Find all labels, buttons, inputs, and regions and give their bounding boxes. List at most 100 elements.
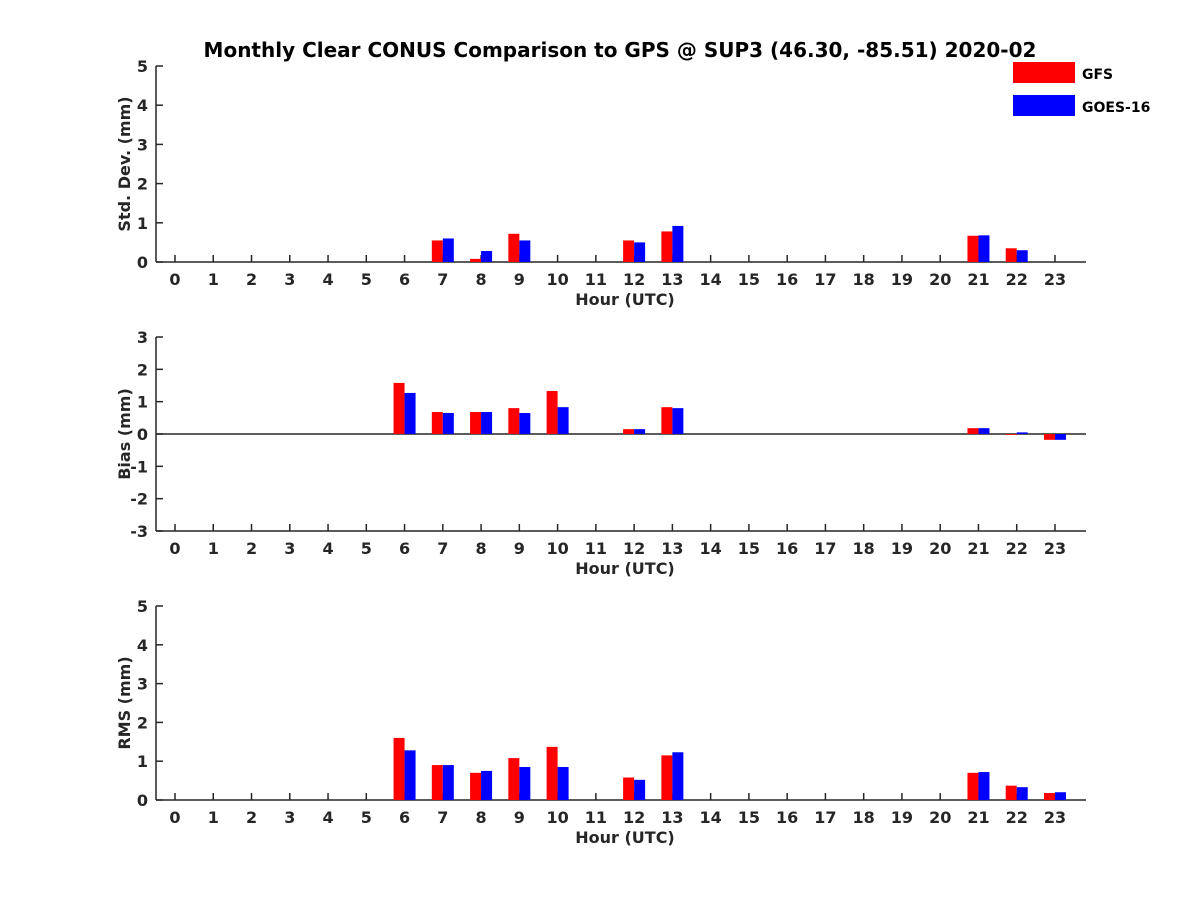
bar-goes16-hour-21	[978, 428, 990, 434]
x-axis-label: Hour (UTC)	[575, 559, 675, 578]
x-tick-label: 1	[208, 539, 219, 558]
bar-goes16-hour-8	[481, 770, 493, 800]
bar-goes16-hour-23	[1054, 792, 1066, 800]
x-tick-label: 16	[776, 539, 798, 558]
y-tick-label: 2	[137, 360, 148, 379]
y-tick-label: 3	[137, 135, 148, 154]
x-tick-label: 10	[546, 270, 568, 289]
bar-gfs-hour-23	[1043, 793, 1055, 800]
x-tick-label: 16	[776, 808, 798, 827]
x-tick-label: 10	[546, 539, 568, 558]
x-tick-label: 2	[246, 270, 257, 289]
x-tick-label: 23	[1044, 808, 1066, 827]
x-tick-label: 15	[738, 270, 760, 289]
x-tick-label: 20	[929, 270, 951, 289]
bar-goes16-hour-9	[519, 412, 531, 434]
y-tick-label: 3	[137, 328, 148, 347]
x-tick-label: 22	[1006, 270, 1028, 289]
x-tick-label: 4	[322, 808, 333, 827]
x-tick-label: 21	[967, 539, 989, 558]
y-tick-label: -1	[130, 457, 148, 476]
bar-goes16-hour-10	[557, 767, 569, 800]
bar-gfs-hour-23	[1043, 434, 1055, 440]
x-tick-label: 18	[853, 808, 875, 827]
bar-goes16-hour-6	[404, 750, 416, 800]
x-tick-label: 8	[476, 539, 487, 558]
x-tick-label: 3	[284, 539, 295, 558]
x-tick-label: 3	[284, 270, 295, 289]
x-tick-label: 6	[399, 270, 410, 289]
x-tick-label: 5	[361, 539, 372, 558]
x-tick-label: 4	[322, 539, 333, 558]
x-tick-label: 23	[1044, 539, 1066, 558]
x-tick-label: 20	[929, 808, 951, 827]
x-tick-label: 5	[361, 270, 372, 289]
bar-gfs-hour-21	[967, 428, 979, 434]
x-tick-label: 7	[437, 808, 448, 827]
bar-goes16-hour-22	[1016, 250, 1028, 262]
bar-gfs-hour-22	[1005, 434, 1017, 435]
x-tick-label: 12	[623, 270, 645, 289]
bar-gfs-hour-9	[508, 233, 520, 262]
x-tick-label: 9	[514, 539, 525, 558]
y-axis-label: RMS (mm)	[115, 656, 134, 749]
x-tick-label: 3	[284, 808, 295, 827]
y-tick-label: 3	[137, 675, 148, 694]
x-tick-label: 23	[1044, 270, 1066, 289]
bar-gfs-hour-21	[967, 772, 979, 800]
x-tick-label: 0	[169, 270, 180, 289]
x-tick-label: 16	[776, 270, 798, 289]
chart-legend: GFS GOES-16	[1013, 62, 1150, 116]
bar-goes16-hour-23	[1054, 434, 1066, 440]
bar-gfs-hour-8	[470, 772, 482, 800]
x-tick-label: 9	[514, 808, 525, 827]
bar-gfs-hour-10	[546, 390, 558, 434]
x-tick-label: 5	[361, 808, 372, 827]
x-tick-label: 2	[246, 539, 257, 558]
x-tick-label: 1	[208, 270, 219, 289]
x-tick-label: 1	[208, 808, 219, 827]
bar-goes16-hour-12	[634, 779, 646, 800]
x-tick-label: 0	[169, 539, 180, 558]
x-tick-label: 8	[476, 270, 487, 289]
legend-swatch-goes16	[1013, 95, 1075, 116]
x-tick-label: 15	[738, 808, 760, 827]
bar-gfs-hour-13	[661, 231, 673, 262]
x-tick-label: 11	[585, 808, 607, 827]
bar-goes16-hour-8	[481, 251, 493, 262]
bar-gfs-hour-12	[623, 777, 635, 800]
y-tick-label: 4	[137, 96, 148, 115]
x-tick-label: 21	[967, 270, 989, 289]
x-tick-label: 2	[246, 808, 257, 827]
y-tick-label: 1	[137, 393, 148, 412]
x-tick-label: 21	[967, 808, 989, 827]
y-axis-label: Std. Dev. (mm)	[115, 96, 134, 231]
bar-goes16-hour-13	[672, 408, 684, 434]
bar-gfs-hour-8	[470, 258, 482, 262]
x-tick-label: 13	[661, 539, 683, 558]
x-tick-label: 10	[546, 808, 568, 827]
bar-gfs-hour-7	[431, 765, 443, 800]
y-tick-label: 2	[137, 713, 148, 732]
x-tick-label: 6	[399, 808, 410, 827]
x-tick-label: 7	[437, 539, 448, 558]
x-tick-label: 19	[891, 808, 913, 827]
y-tick-label: -3	[130, 522, 148, 541]
y-tick-label: 1	[137, 214, 148, 233]
x-tick-label: 7	[437, 270, 448, 289]
bar-gfs-hour-22	[1005, 785, 1017, 800]
x-tick-label: 13	[661, 270, 683, 289]
bar-goes16-hour-12	[634, 429, 646, 434]
bar-gfs-hour-12	[623, 429, 635, 434]
bar-gfs-hour-13	[661, 407, 673, 434]
bar-gfs-hour-7	[431, 240, 443, 262]
legend-swatch-gfs	[1013, 62, 1075, 83]
x-tick-label: 9	[514, 270, 525, 289]
bar-gfs-hour-6	[393, 737, 405, 800]
legend-label-gfs: GFS	[1082, 67, 1113, 83]
bar-goes16-hour-7	[442, 765, 454, 800]
bar-goes16-hour-12	[634, 242, 646, 262]
bar-goes16-hour-7	[442, 238, 454, 262]
